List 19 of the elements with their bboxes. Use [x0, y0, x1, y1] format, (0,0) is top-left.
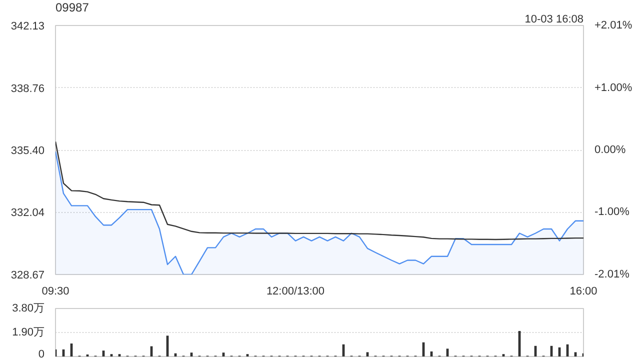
x-tick-label: 16:00 — [570, 286, 598, 298]
annotation: 10-03 16:08 — [524, 14, 584, 26]
y-tick-label: 332.04 — [10, 207, 45, 220]
y-tick-label: 0 — [38, 348, 45, 360]
y-tick-label: 1.90万 — [12, 326, 45, 338]
chart-title: 09987 — [56, 0, 90, 14]
y2-tick-label: 0.00% — [594, 144, 626, 156]
y-tick-label: 3.80万 — [12, 302, 45, 314]
y-tick-label: 342.13 — [10, 20, 45, 32]
line-series — [56, 141, 584, 240]
y-tick-label: 328.67 — [10, 270, 45, 282]
y2-tick-label: -1.00% — [594, 206, 630, 218]
y-tick-label: 338.76 — [10, 82, 45, 95]
y2-tick-label: +1.00% — [594, 82, 632, 94]
y2-tick-label: -2.01% — [594, 268, 630, 280]
x-tick-label: 09:30 — [42, 286, 70, 298]
x-tick-label: 12:00/13:00 — [266, 286, 325, 298]
y2-tick-label: +2.01% — [594, 20, 632, 32]
y-tick-label: 335.40 — [10, 145, 45, 157]
